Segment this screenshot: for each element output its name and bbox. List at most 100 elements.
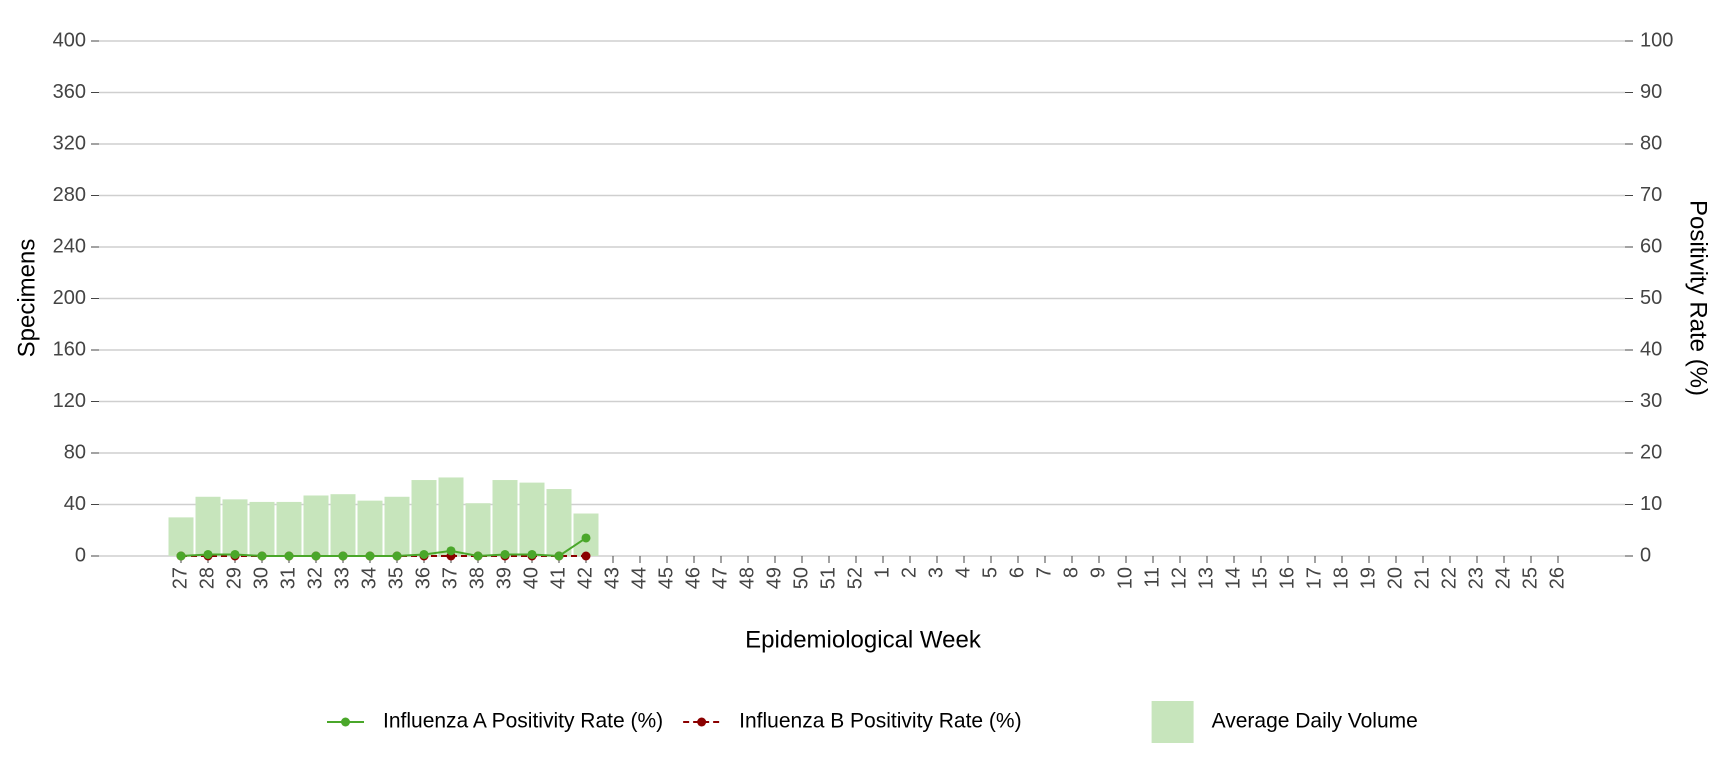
x-tick-label: 40 (520, 567, 542, 589)
x-tick-label: 17 (1303, 567, 1325, 589)
x-tick-label: 47 (709, 567, 731, 589)
y2-tick-label: 10 (1640, 493, 1662, 515)
x-tick-label: 2 (898, 567, 920, 578)
x-tick-label: 36 (412, 567, 434, 589)
bar (249, 501, 275, 556)
point (365, 551, 375, 561)
y2-tick-label: 80 (1640, 132, 1662, 154)
point (581, 533, 591, 543)
bar (357, 500, 383, 556)
point (581, 551, 591, 561)
x-tick-label: 46 (682, 567, 704, 589)
x-tick-label: 9 (1087, 567, 1109, 578)
x-tick-label: 20 (1384, 567, 1406, 589)
point (392, 551, 402, 561)
x-axis-title: Epidemiological Week (745, 626, 982, 653)
legend-swatch (1151, 701, 1194, 743)
y-tick-label: 280 (53, 184, 86, 206)
x-tick-label: 11 (1141, 567, 1163, 588)
x-tick-label: 48 (736, 567, 758, 589)
point (257, 551, 267, 561)
y-tick-label: 120 (53, 390, 86, 412)
x-tick-label: 7 (1033, 567, 1055, 578)
x-tick-label: 10 (1114, 567, 1136, 589)
x-tick-label: 49 (763, 567, 785, 589)
bar (195, 496, 221, 556)
x-tick-label: 51 (817, 567, 839, 589)
point (500, 549, 510, 559)
x-tick-label: 22 (1438, 567, 1460, 589)
point (311, 551, 321, 561)
bar (465, 503, 491, 556)
point (176, 551, 186, 561)
y2-tick-label: 90 (1640, 81, 1662, 103)
x-tick-label: 28 (196, 567, 218, 589)
x-tick-label: 31 (277, 567, 299, 589)
y-tick-label: 0 (75, 544, 86, 566)
legend-label: Influenza A Positivity Rate (%) (383, 710, 663, 733)
x-tick-label: 1 (871, 567, 893, 578)
bar (438, 477, 464, 556)
x-tick-label: 24 (1492, 567, 1514, 589)
bar (546, 489, 572, 556)
x-tick-label: 33 (331, 567, 353, 589)
line (180, 537, 587, 558)
x-tick-label: 32 (304, 567, 326, 589)
x-tick-label: 39 (493, 567, 515, 589)
y2-tick-label: 0 (1640, 544, 1651, 566)
x-tick-label: 25 (1519, 567, 1541, 589)
x-tick-label: 3 (925, 567, 947, 578)
bar (276, 501, 302, 556)
x-tick-label: 38 (466, 567, 488, 589)
x-tick-label: 27 (169, 567, 191, 589)
y-tick-label: 80 (64, 441, 86, 463)
x-tick-label: 35 (385, 567, 407, 589)
x-tick-label: 12 (1168, 567, 1190, 589)
y2-tick-label: 30 (1640, 390, 1662, 412)
bar (492, 480, 518, 556)
x-tick-label: 42 (574, 567, 596, 589)
x-tick-label: 5 (979, 567, 1001, 578)
x-tick-label: 37 (439, 567, 461, 589)
legend-point (341, 717, 350, 727)
y-tick-label: 360 (53, 81, 86, 103)
y-tick-label: 200 (53, 287, 86, 309)
point (554, 551, 564, 561)
x-tick-label: 8 (1060, 567, 1082, 578)
point (473, 551, 483, 561)
bar (303, 495, 329, 556)
y-tick-label: 40 (64, 493, 86, 515)
x-tick-label: 30 (250, 567, 272, 589)
x-tick-label: 19 (1357, 567, 1379, 589)
y2-axis-title: Positivity Rate (%) (1685, 200, 1712, 396)
bar (384, 496, 410, 556)
y-tick-label: 400 (53, 29, 86, 51)
y2-tick-label: 70 (1640, 184, 1662, 206)
x-tick-label: 26 (1546, 567, 1568, 589)
x-tick-label: 23 (1465, 567, 1487, 589)
bar (168, 517, 194, 556)
x-tick-label: 13 (1195, 567, 1217, 589)
point (338, 551, 348, 561)
y-tick-label: 240 (53, 235, 86, 257)
legend-label: Influenza B Positivity Rate (%) (739, 710, 1021, 733)
x-tick-label: 4 (952, 567, 974, 578)
y2-tick-label: 100 (1640, 29, 1673, 51)
y2-tick-label: 60 (1640, 235, 1662, 257)
x-tick-label: 52 (844, 567, 866, 589)
bar (519, 482, 545, 556)
x-tick-label: 44 (628, 567, 650, 589)
x-tick-label: 14 (1222, 567, 1244, 589)
x-tick-label: 18 (1330, 567, 1352, 589)
y2-tick-label: 20 (1640, 441, 1662, 463)
point (527, 549, 537, 559)
x-tick-label: 34 (358, 567, 380, 589)
legend-point (697, 717, 707, 727)
x-tick-label: 6 (1006, 567, 1028, 578)
point (446, 546, 456, 556)
point (230, 549, 240, 559)
point (419, 549, 429, 559)
point (203, 549, 213, 559)
x-tick-label: 16 (1276, 567, 1298, 589)
x-tick-label: 21 (1411, 567, 1433, 589)
